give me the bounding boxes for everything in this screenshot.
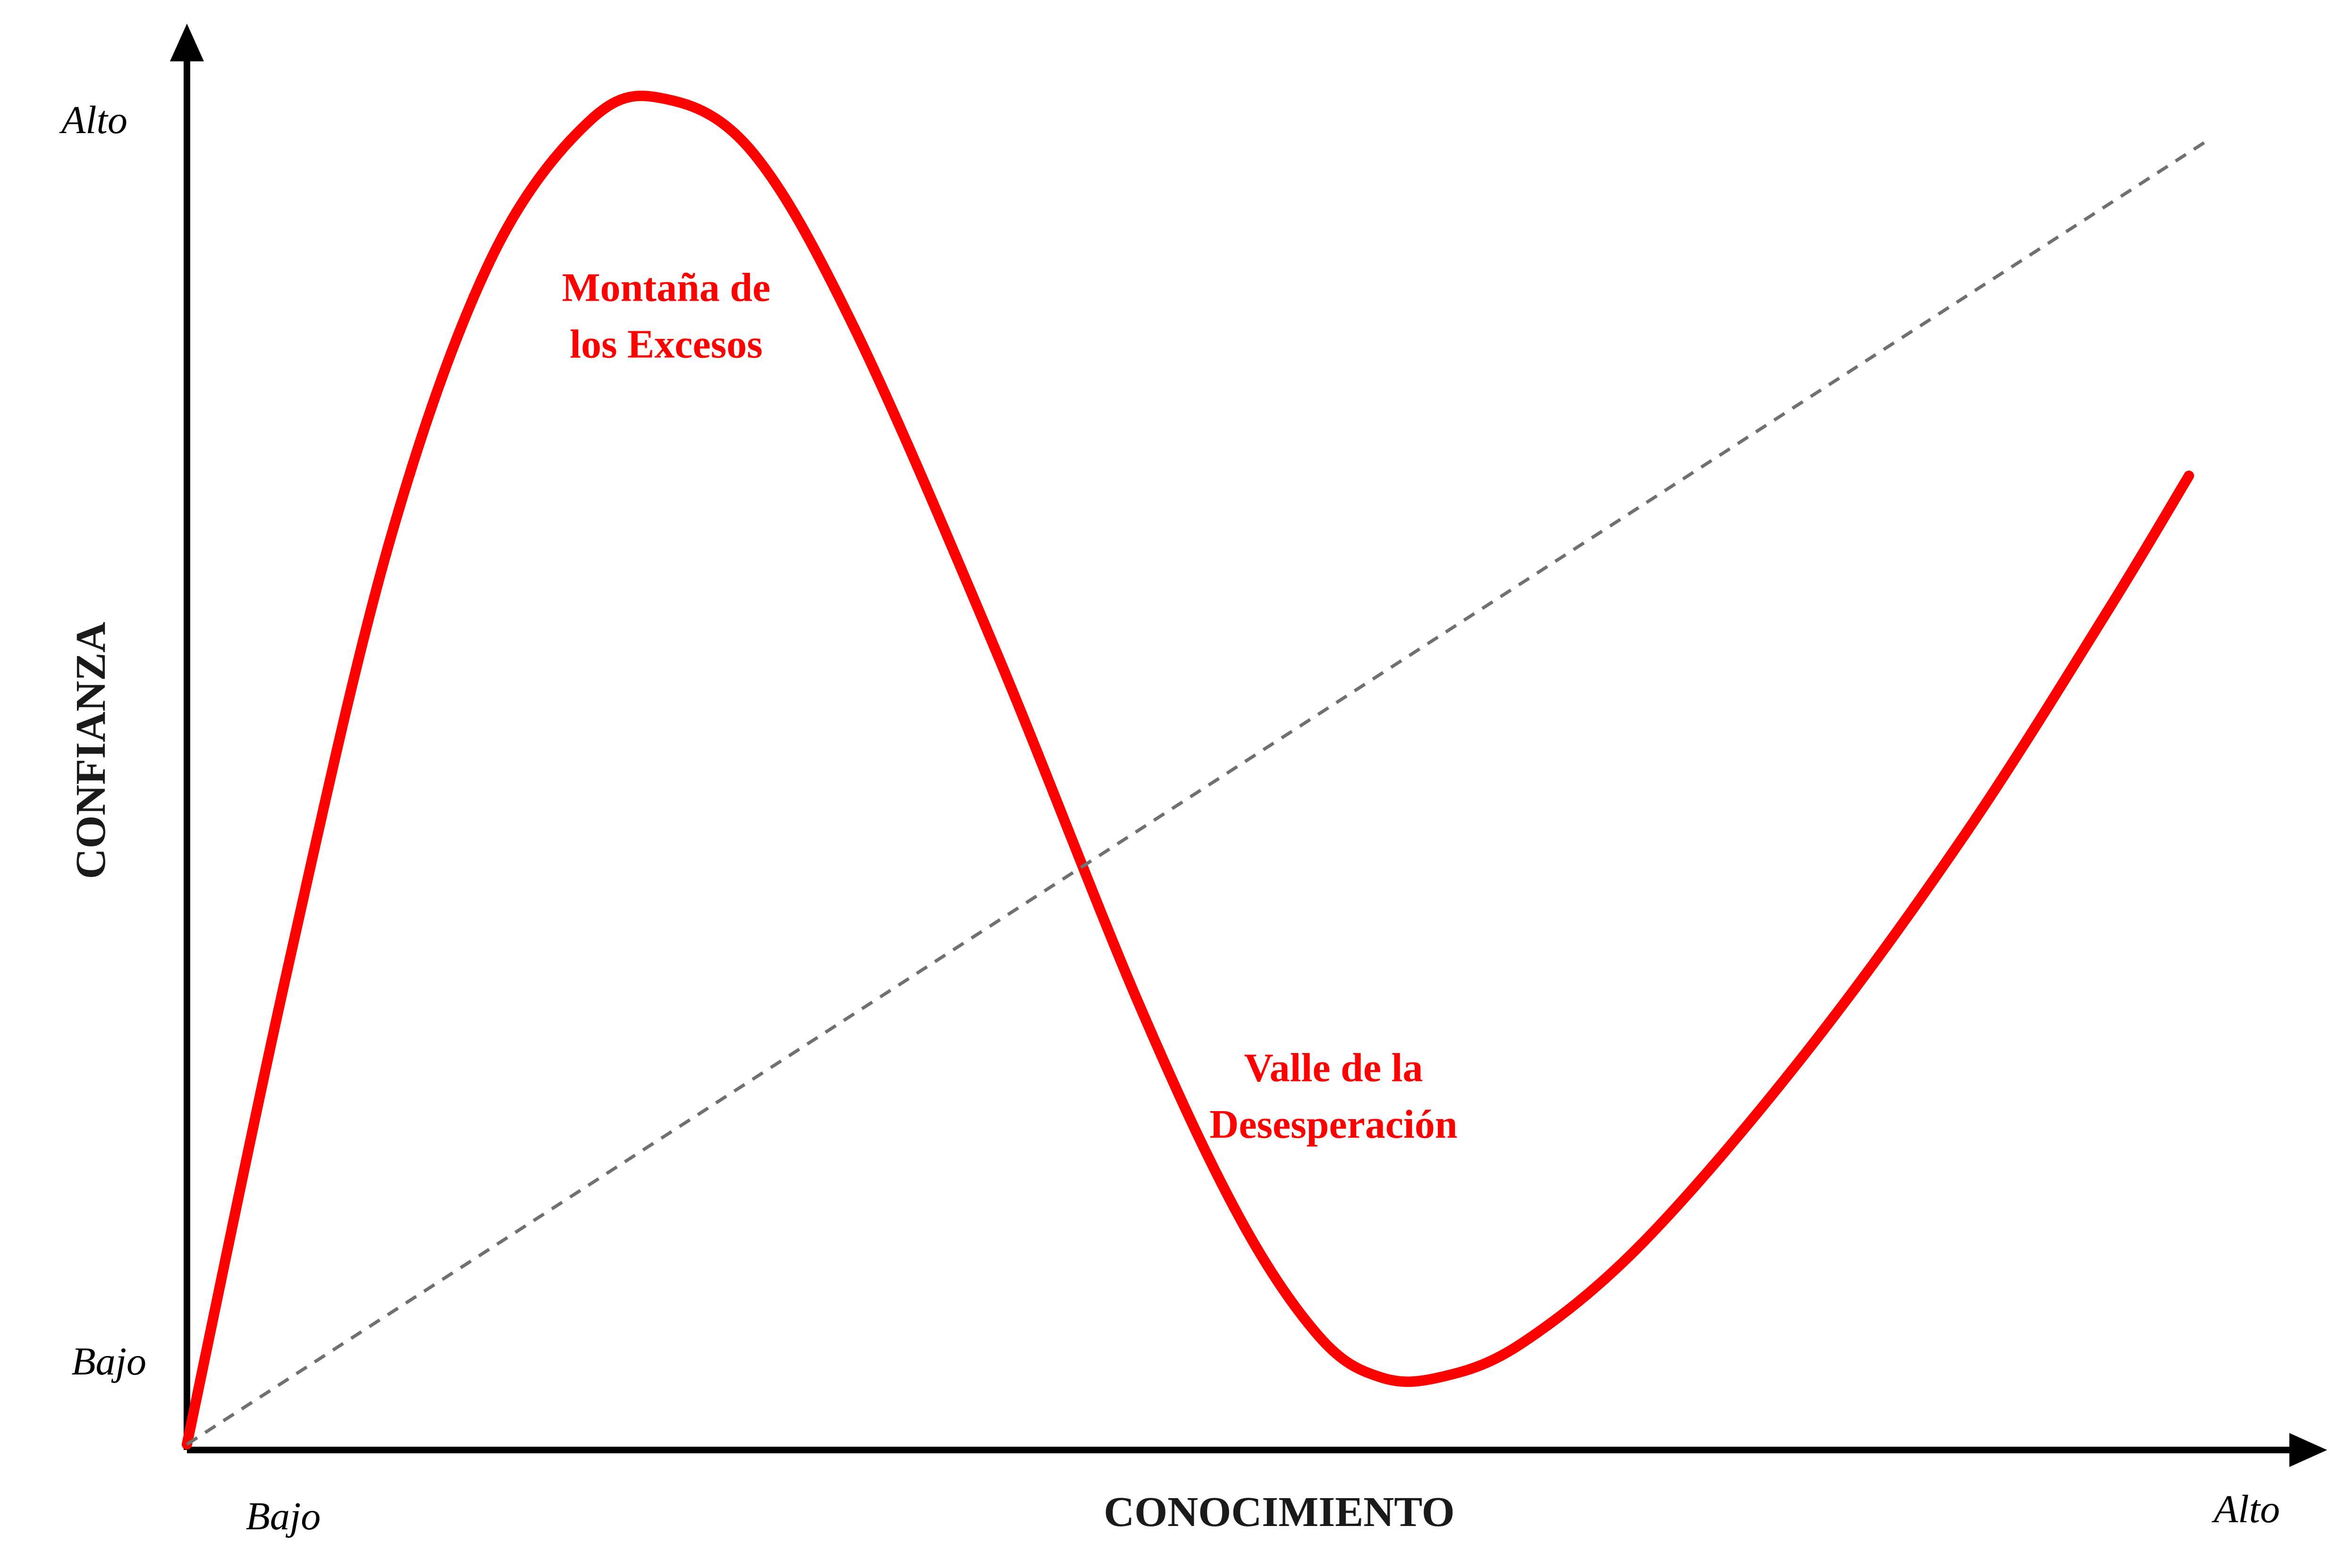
x-tick-high: Alto: [2211, 1487, 2280, 1531]
annotation-1-line-1: Montaña de: [562, 265, 770, 310]
x-axis-arrow-icon: [2289, 1433, 2327, 1467]
x-tick-low: Bajo: [246, 1494, 321, 1538]
annotations: Montaña de los Excesos Valle de la Desesper…: [562, 265, 1457, 1147]
x-axis-title: CONOCIMIENTO: [1104, 1489, 1454, 1535]
annotation-2: Valle de la Desesperación: [1209, 1045, 1457, 1147]
y-tick-high: Alto: [59, 98, 127, 142]
annotation-1: Montaña de los Excesos: [562, 265, 770, 367]
y-axis-title: CONFIANZA: [68, 622, 114, 879]
annotation-2-line-1: Valle de la: [1244, 1045, 1423, 1090]
annotation-2-line-2: Desesperación: [1209, 1102, 1457, 1147]
confidence-curve: [182, 91, 2194, 1450]
reference-diagonal: [186, 138, 2210, 1446]
y-axis-arrow-icon: [170, 24, 204, 61]
annotation-1-line-2: los Excesos: [570, 321, 763, 367]
y-tick-low: Bajo: [71, 1340, 146, 1383]
